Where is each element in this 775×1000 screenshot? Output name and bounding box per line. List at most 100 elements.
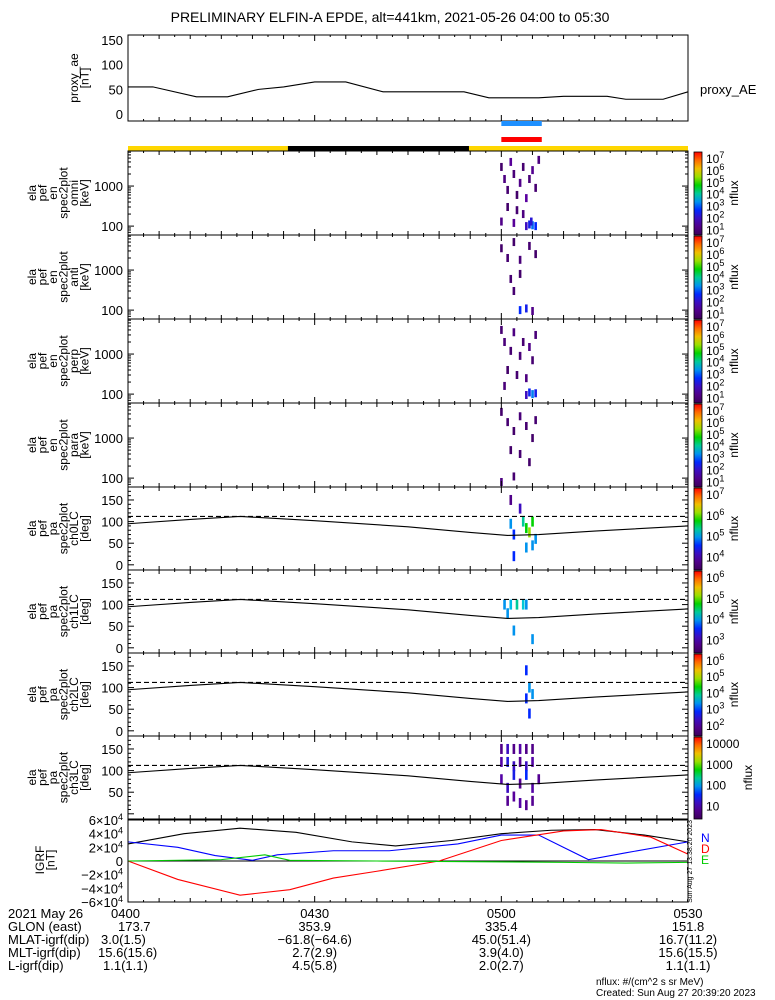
pa-ytick-label: 150 [101, 659, 123, 674]
energy-spectrogram-pixel [518, 269, 522, 278]
colorbar-tick-label: 101 [706, 305, 724, 321]
colorbar-tick-text: 100 [706, 779, 726, 793]
proxy-ae-panel-frame [127, 34, 689, 122]
colorbar-tick-mantissa: 10 [706, 344, 720, 358]
colorbar-tick-mantissa: 10 [706, 440, 720, 454]
colorbar-tick-mantissa: 10 [706, 391, 720, 405]
colorbar-tick-exponent: 2 [719, 717, 724, 727]
pa-spectrogram-pixel [506, 756, 509, 767]
energy-panel-frame [127, 150, 689, 236]
pa-ytick-label: 150 [101, 742, 123, 757]
igrf-ytick-exponent: 4 [118, 894, 123, 904]
pa-panel-ylabel-line: [deg] [77, 598, 91, 625]
pa-panel-ylabel-line: spec2plot [56, 668, 70, 720]
pa-spectrogram-pixel [521, 599, 525, 610]
pa-panel-ylabel-line: spec2plot [56, 751, 70, 803]
energy-panel-ylabel-line: perp [67, 349, 81, 373]
ephemeris-value: 0500 [487, 906, 516, 921]
ephemeris-row-label: GLON (east) [8, 919, 82, 934]
pa-panel-colorbar [693, 736, 703, 820]
pa-panel-frame [127, 486, 689, 571]
energy-spectrogram-pixel [512, 328, 516, 337]
colorbar-tick-mantissa: 10 [706, 452, 720, 466]
igrf-d-line [127, 829, 689, 896]
colorbar-tick-label: 103 [706, 198, 724, 214]
energy-spectrogram-pixel [528, 175, 531, 183]
ephemeris-value: 0430 [300, 906, 329, 921]
energy-spectrogram-pixel [528, 458, 531, 467]
colorbar-tick-label: 105 [706, 342, 724, 358]
pa-ytick-label: 50 [109, 702, 123, 717]
pa-spectrogram-pixel [525, 769, 528, 780]
colorbar-tick-label: 102 [706, 717, 724, 733]
colorbar-tick-mantissa: 10 [706, 272, 720, 286]
colorbar-tick-label: 101 [706, 389, 724, 405]
colorbar-tick-exponent: 4 [719, 549, 724, 559]
colorbar-tick-text: 10000 [706, 737, 740, 751]
igrf-ytick-label: −6×104 [81, 894, 123, 910]
colorbar-tick-exponent: 6 [719, 507, 724, 517]
pa-spectrogram-pixel [506, 795, 509, 806]
colorbar-tick-label: 106 [706, 569, 724, 585]
ephemeris-value: 45.0(51.4) [472, 932, 531, 947]
loss-cone-line [127, 681, 689, 702]
energy-spectrogram-pixel [503, 175, 506, 183]
igrf-total-line [127, 827, 689, 847]
pa-ytick-label: 100 [101, 598, 123, 613]
energy-spectrogram-pixel [531, 390, 534, 399]
colorbar-tick-exponent: 6 [719, 246, 724, 256]
pa-panel-frame [127, 569, 689, 654]
colorbar-tick-mantissa: 10 [706, 404, 720, 418]
proxy-ae-ylabel-line: proxy_ae [67, 53, 81, 103]
pa-panel-colorbar [693, 487, 703, 571]
colorbar-tick-mantissa: 10 [706, 379, 720, 393]
energy-spectrogram-pixel [528, 220, 531, 229]
energy-panel-ylabel-line: spec2plot [56, 335, 70, 387]
colorbar-tick-label: 101 [706, 473, 724, 489]
proxy-ae-legend: proxy_AE [700, 82, 757, 97]
igrf-ytick-exponent: 4 [118, 812, 123, 822]
colorbar-tick-exponent: 6 [719, 652, 724, 662]
colorbar-tick-mantissa: 10 [706, 295, 720, 309]
colorbar-tick-label: 107 [706, 150, 724, 166]
colorbar-tick-mantissa: 10 [706, 463, 720, 477]
ephemeris-value: 0530 [674, 906, 703, 921]
colorbar-tick-mantissa: 10 [706, 260, 720, 274]
pa-spectrogram-pixel [531, 540, 534, 551]
colorbar-tick-mantissa: 10 [706, 416, 720, 430]
pa-panel-ylabel-line: ela [25, 520, 39, 536]
colorbar-tick-mantissa: 10 [706, 703, 720, 717]
orbit-bar-segment [128, 146, 288, 151]
pa-spectrogram-pixel [525, 761, 528, 772]
pa-panel-ylabel-line: ch2LC [67, 677, 81, 712]
pa-spectrogram-pixel [531, 756, 534, 767]
energy-spectrogram-pixel [534, 416, 537, 425]
proxy-ae-ylabel-line: [nT] [77, 68, 91, 89]
energy-spectrogram-pixel [512, 169, 516, 178]
colorbar-tick-exponent: 3 [719, 366, 724, 376]
energy-panel-ylabel-line: en [46, 438, 60, 451]
colorbar-tick-label: 106 [706, 246, 724, 262]
colorbar-tick-label: 1000 [706, 758, 733, 772]
colorbar-tick-exponent: 2 [719, 461, 724, 471]
colorbar-tick-exponent: 1 [719, 389, 724, 399]
pa-spectrogram-pixel [525, 743, 528, 754]
energy-spectrogram-pixel [525, 391, 528, 400]
colorbar-tick-exponent: 3 [719, 632, 724, 642]
energy-panel-ylabel-line: omni [67, 180, 81, 206]
energy-panel-frame [127, 234, 689, 320]
ephemeris-value: 1.1(1.1) [666, 958, 711, 973]
igrf-ytick-exponent: 4 [118, 826, 123, 836]
ephemeris-row-label: MLT-igrf(dip) [8, 945, 81, 960]
pa-panel-ylabel-line: pa [46, 605, 60, 619]
igrf-ytick-mantissa: 6×10 [89, 813, 118, 828]
colorbar-tick-mantissa: 10 [706, 236, 720, 250]
colorbar-tick-label: 105 [706, 258, 724, 274]
proxy-ae-ytick-label: 150 [101, 33, 123, 48]
colorbar-tick-mantissa: 10 [706, 284, 720, 298]
energy-spectrogram-pixel [506, 185, 509, 194]
igrf-ylabel-line: IGRF [33, 846, 47, 875]
energy-spectrogram-pixel [500, 325, 503, 334]
igrf-legend-d: D [701, 842, 710, 856]
colorbar-tick-exponent: 3 [719, 701, 724, 711]
